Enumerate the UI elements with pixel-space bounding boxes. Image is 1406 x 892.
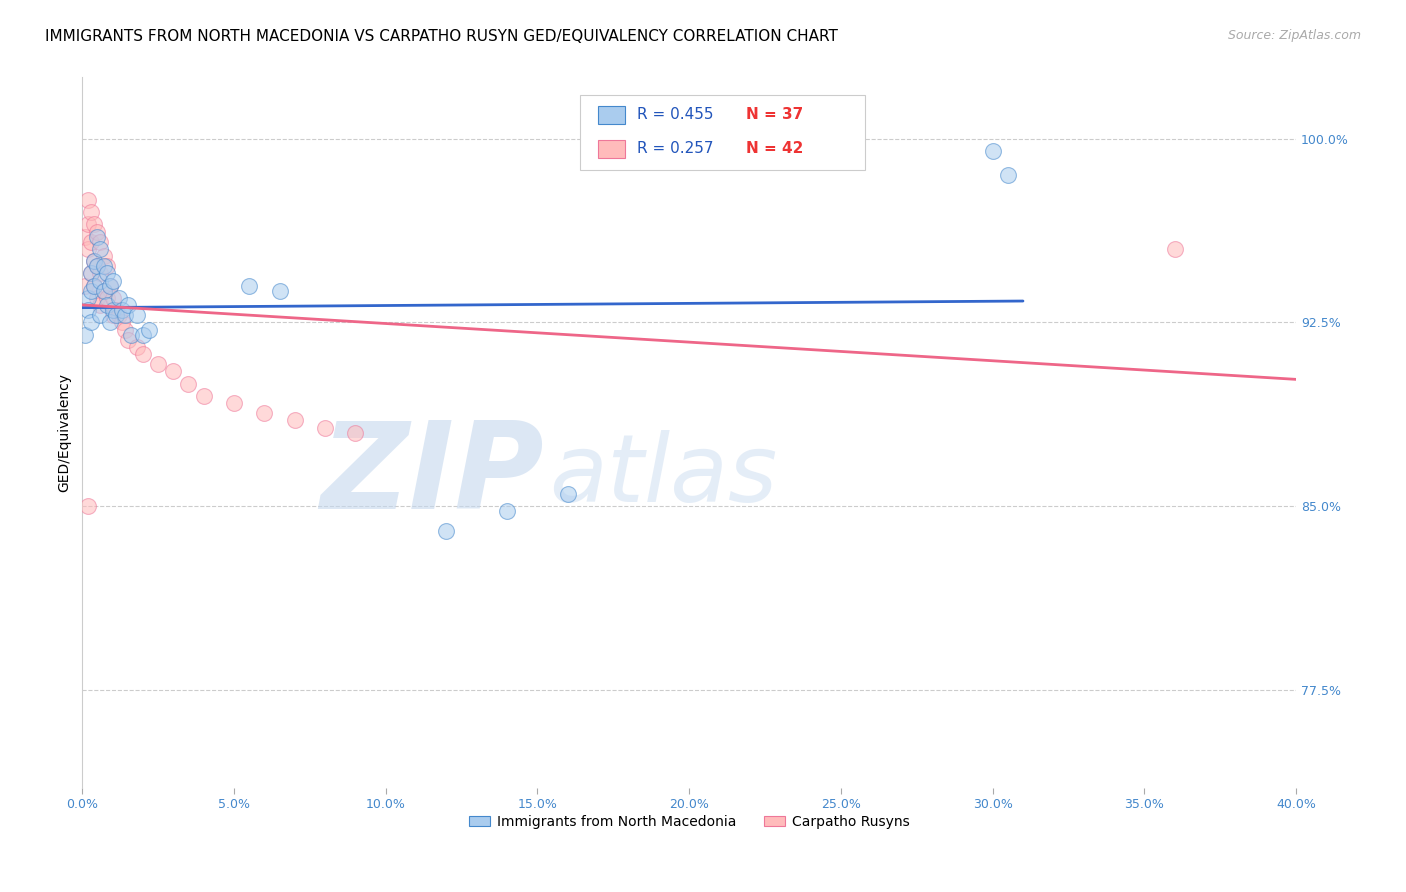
Point xyxy=(114,308,136,322)
Point xyxy=(104,308,127,322)
Point xyxy=(96,259,118,273)
Point xyxy=(89,298,111,312)
Point xyxy=(125,340,148,354)
Text: atlas: atlas xyxy=(550,430,778,521)
Point xyxy=(997,169,1019,183)
Point xyxy=(1163,242,1185,256)
Point xyxy=(436,524,458,538)
Point xyxy=(75,327,97,342)
Point xyxy=(75,229,97,244)
Point xyxy=(80,205,103,219)
Point xyxy=(77,499,100,513)
Point xyxy=(80,315,103,329)
Point xyxy=(83,278,105,293)
Bar xyxy=(598,106,624,124)
Point xyxy=(496,504,519,518)
Text: R = 0.455: R = 0.455 xyxy=(637,107,713,122)
Text: ZIP: ZIP xyxy=(319,417,544,533)
Point xyxy=(93,259,115,273)
Point xyxy=(77,303,100,318)
Point xyxy=(981,144,1004,158)
Point xyxy=(77,291,100,305)
Point xyxy=(107,308,129,322)
Point xyxy=(111,315,134,329)
Text: IMMIGRANTS FROM NORTH MACEDONIA VS CARPATHO RUSYN GED/EQUIVALENCY CORRELATION CH: IMMIGRANTS FROM NORTH MACEDONIA VS CARPA… xyxy=(45,29,838,44)
Point xyxy=(93,249,115,263)
Point xyxy=(101,308,124,322)
Point xyxy=(75,278,97,293)
Point xyxy=(98,315,121,329)
Point xyxy=(104,303,127,318)
Text: N = 37: N = 37 xyxy=(747,107,803,122)
Point xyxy=(111,303,134,318)
Point xyxy=(101,274,124,288)
Point xyxy=(98,278,121,293)
Point xyxy=(107,291,129,305)
Point xyxy=(83,218,105,232)
Point xyxy=(132,347,155,361)
FancyBboxPatch shape xyxy=(579,95,865,169)
Point xyxy=(77,193,100,207)
Point xyxy=(238,278,260,293)
Point xyxy=(83,254,105,268)
Point xyxy=(80,267,103,281)
Point xyxy=(77,218,100,232)
Point xyxy=(93,284,115,298)
Point xyxy=(96,298,118,312)
Point xyxy=(177,376,200,391)
Legend: Immigrants from North Macedonia, Carpatho Rusyns: Immigrants from North Macedonia, Carpath… xyxy=(464,809,915,834)
Point xyxy=(193,389,215,403)
Point xyxy=(83,278,105,293)
Point xyxy=(96,267,118,281)
Point xyxy=(86,229,108,244)
Point xyxy=(86,259,108,273)
Point xyxy=(80,235,103,249)
Point xyxy=(138,323,160,337)
Point xyxy=(89,242,111,256)
Point xyxy=(117,333,139,347)
Point xyxy=(344,425,367,440)
Point xyxy=(93,284,115,298)
Text: R = 0.257: R = 0.257 xyxy=(637,141,713,156)
Point xyxy=(132,327,155,342)
Point xyxy=(101,303,124,318)
Point xyxy=(101,291,124,305)
Y-axis label: GED/Equivalency: GED/Equivalency xyxy=(58,373,72,492)
Point xyxy=(86,259,108,273)
Point xyxy=(114,323,136,337)
Point xyxy=(89,267,111,281)
Point xyxy=(314,421,336,435)
Point xyxy=(89,235,111,249)
Point xyxy=(77,242,100,256)
Point xyxy=(83,254,105,268)
Text: Source: ZipAtlas.com: Source: ZipAtlas.com xyxy=(1227,29,1361,42)
Point xyxy=(80,267,103,281)
Point xyxy=(222,396,245,410)
Point xyxy=(269,284,291,298)
Point xyxy=(120,327,142,342)
Point xyxy=(125,308,148,322)
Point xyxy=(284,413,307,427)
Point xyxy=(96,291,118,305)
Point xyxy=(557,487,579,501)
Point xyxy=(117,298,139,312)
Point xyxy=(89,308,111,322)
Point xyxy=(98,278,121,293)
Point xyxy=(86,225,108,239)
Point xyxy=(253,406,276,420)
Text: N = 42: N = 42 xyxy=(747,141,804,156)
Bar xyxy=(598,140,624,158)
Point xyxy=(146,357,169,371)
Point xyxy=(162,364,184,378)
Point xyxy=(86,291,108,305)
Point xyxy=(89,274,111,288)
Point xyxy=(80,284,103,298)
